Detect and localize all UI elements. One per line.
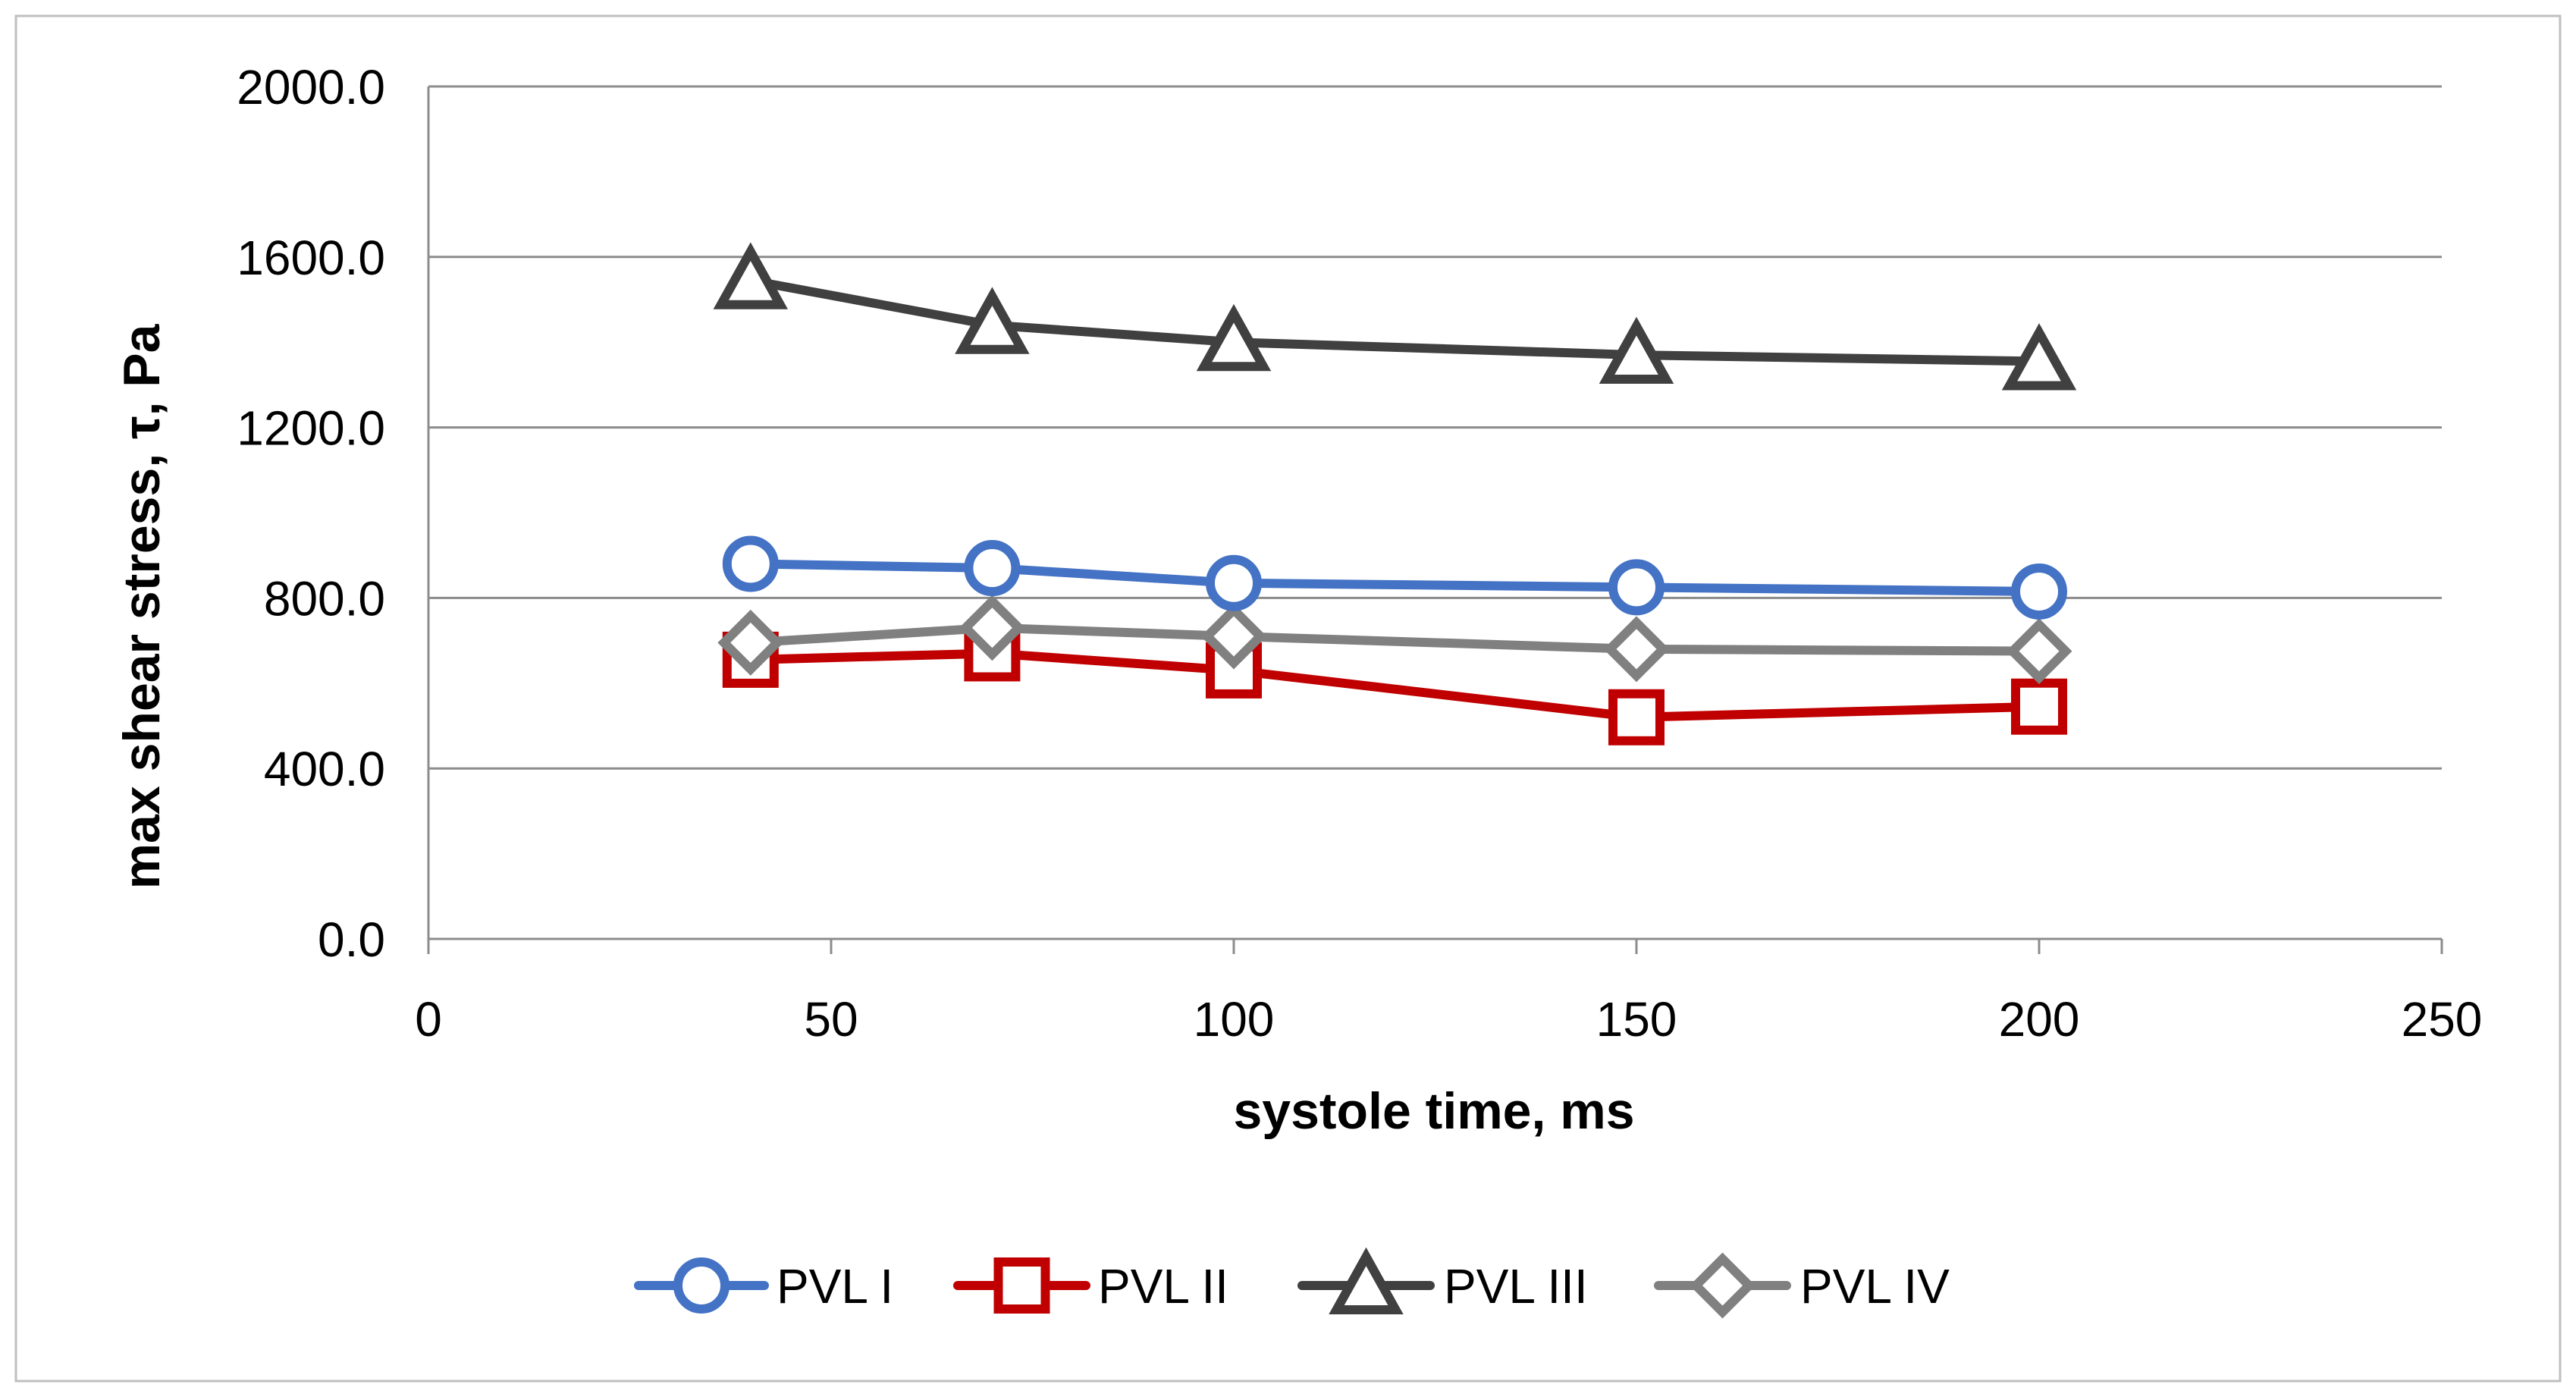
x-tick-label: 250 (2402, 992, 2483, 1047)
data-point (2011, 678, 2067, 735)
legend-marker (993, 1257, 1050, 1314)
y-axis-title: max shear stress, τ, Pa (113, 323, 171, 889)
legend-label: PVL III (1444, 1259, 1588, 1314)
legend-item-pvl-ii: PVL II (953, 1257, 1228, 1314)
legend-marker (1329, 1247, 1404, 1314)
x-tick-label: 0 (415, 992, 442, 1047)
data-point (1206, 554, 1262, 611)
data-point (964, 540, 1021, 597)
legend-item-pvl-iv: PVL IV (1654, 1252, 1950, 1319)
legend-marker (673, 1257, 730, 1314)
data-point (713, 242, 789, 309)
series-pvl-iv (717, 595, 2072, 685)
chart-border (14, 14, 2562, 1383)
y-tick-label: 2000.0 (237, 60, 385, 115)
y-tick-label: 800.0 (264, 571, 385, 626)
data-point (2006, 618, 2072, 685)
legend-label: PVL I (777, 1259, 893, 1314)
x-tick-label: 150 (1596, 992, 1677, 1047)
x-axis-title: systole time, ms (1233, 1082, 1634, 1140)
legend-item-pvl-i: PVL I (634, 1257, 893, 1314)
x-tick-label: 100 (1194, 992, 1275, 1047)
data-point (1200, 603, 1267, 670)
x-tick-label: 200 (1999, 992, 2080, 1047)
axes: 0.0 400.0 800.0 1200.0 1600.0 2000.0 0 50 100 150… (237, 60, 2482, 1047)
x-tick-label: 50 (804, 992, 858, 1047)
y-tick-label: 1600.0 (237, 231, 385, 285)
data-point (955, 287, 1030, 354)
series-pvl-i (722, 535, 2067, 620)
legend-item-pvl-iii: PVL III (1297, 1247, 1588, 1314)
data-point (1599, 316, 1674, 385)
y-tick-label: 0.0 (318, 912, 385, 967)
data-point (1196, 303, 1272, 372)
series-pvl-iii (713, 242, 2077, 391)
legend: PVL I PVL II PVL III PVL IV (634, 1247, 1950, 1319)
y-tick-label: 1200.0 (237, 401, 385, 456)
legend-label: PVL IV (1800, 1259, 1950, 1314)
y-tick-label: 400.0 (264, 742, 385, 796)
data-point (1608, 559, 1665, 616)
data-point (717, 609, 784, 676)
grid-lines (428, 85, 2442, 770)
series-layer (713, 242, 2077, 746)
legend-marker (1690, 1252, 1756, 1319)
data-point (2001, 323, 2077, 391)
data-point (722, 535, 779, 592)
data-point (1608, 689, 1665, 746)
data-point (1603, 616, 1670, 683)
data-point (2011, 563, 2067, 620)
legend-label: PVL II (1098, 1259, 1228, 1314)
data-point (959, 595, 1025, 661)
